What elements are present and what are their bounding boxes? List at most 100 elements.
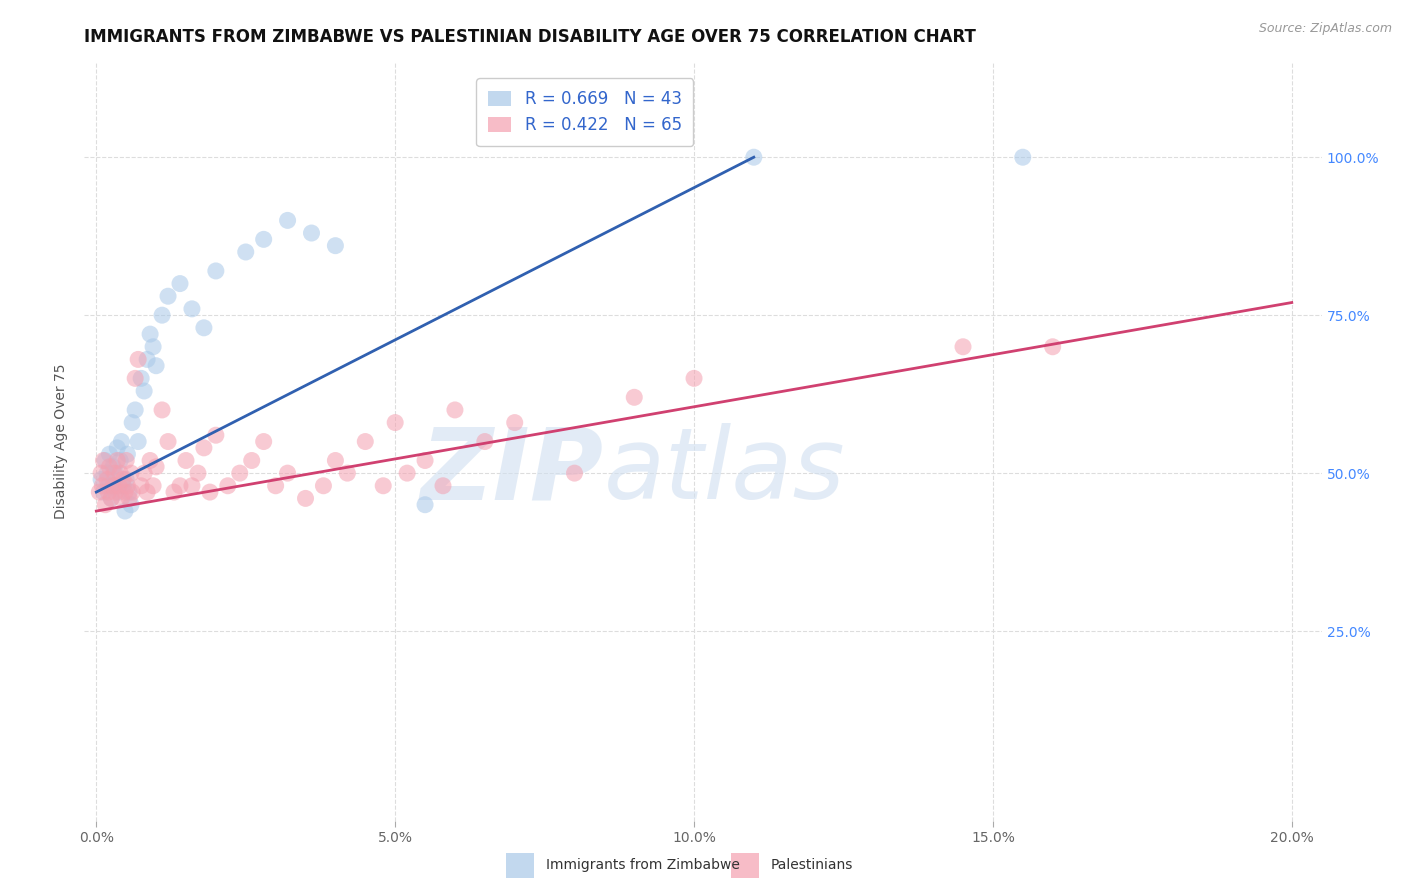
Point <box>277 466 299 480</box>
Point <box>229 466 252 480</box>
Point <box>129 479 152 493</box>
Point <box>163 485 186 500</box>
Point <box>101 459 124 474</box>
Text: atlas: atlas <box>605 424 845 520</box>
Point <box>413 453 436 467</box>
Point <box>145 459 167 474</box>
Point <box>142 340 165 354</box>
Y-axis label: Disability Age Over 75: Disability Age Over 75 <box>55 364 69 519</box>
Point <box>325 238 347 252</box>
Point <box>110 453 132 467</box>
Point <box>193 441 215 455</box>
Point <box>101 479 124 493</box>
Point <box>108 479 131 493</box>
Point <box>474 434 496 449</box>
Point <box>139 453 162 467</box>
Point <box>121 485 143 500</box>
Point <box>205 264 228 278</box>
Point <box>105 453 128 467</box>
Point <box>96 473 118 487</box>
Point <box>136 352 159 367</box>
Point <box>1042 340 1064 354</box>
Point <box>312 479 335 493</box>
Point <box>142 479 165 493</box>
Point <box>169 277 191 291</box>
Point <box>117 479 139 493</box>
Point <box>325 453 347 467</box>
Point <box>110 434 132 449</box>
Point <box>90 473 112 487</box>
Point <box>205 428 228 442</box>
Point <box>104 485 127 500</box>
Point <box>157 434 180 449</box>
Point <box>174 453 197 467</box>
Point <box>117 447 139 461</box>
Point <box>104 466 127 480</box>
Point <box>127 434 149 449</box>
Point <box>157 289 180 303</box>
Point <box>96 466 118 480</box>
Point <box>169 479 191 493</box>
Point <box>100 491 122 506</box>
Point <box>217 479 239 493</box>
Point <box>108 485 131 500</box>
Point <box>127 352 149 367</box>
Point <box>114 504 136 518</box>
Point <box>193 321 215 335</box>
Point <box>354 434 377 449</box>
Point <box>150 308 173 322</box>
Text: Palestinians: Palestinians <box>770 858 853 872</box>
Point <box>253 434 276 449</box>
Point <box>444 403 467 417</box>
Point <box>336 466 359 480</box>
Point <box>124 403 146 417</box>
Bar <box>506 853 534 878</box>
Point <box>115 473 138 487</box>
Point <box>110 491 132 506</box>
Point <box>136 485 159 500</box>
Point <box>124 371 146 385</box>
Bar <box>731 853 759 878</box>
Point <box>91 479 114 493</box>
Point <box>97 479 120 493</box>
Point <box>103 479 125 493</box>
Text: Immigrants from Zimbabwe: Immigrants from Zimbabwe <box>546 858 740 872</box>
Point <box>120 466 142 480</box>
Point <box>1011 150 1033 164</box>
Point <box>235 245 257 260</box>
Point <box>115 453 138 467</box>
Point <box>103 466 125 480</box>
Point <box>105 441 128 455</box>
Point <box>373 479 395 493</box>
Point <box>94 453 117 467</box>
Text: Source: ZipAtlas.com: Source: ZipAtlas.com <box>1258 22 1392 36</box>
Point <box>134 466 156 480</box>
Point <box>187 466 209 480</box>
Point <box>301 226 323 240</box>
Point <box>294 491 316 506</box>
Point <box>112 479 135 493</box>
Point <box>413 498 436 512</box>
Point <box>564 466 586 480</box>
Point <box>93 485 115 500</box>
Point <box>432 479 454 493</box>
Point <box>98 459 121 474</box>
Point <box>264 479 287 493</box>
Point <box>134 384 156 398</box>
Point <box>145 359 167 373</box>
Point <box>93 453 115 467</box>
Point <box>139 327 162 342</box>
Text: IMMIGRANTS FROM ZIMBABWE VS PALESTINIAN DISABILITY AGE OVER 75 CORRELATION CHART: IMMIGRANTS FROM ZIMBABWE VS PALESTINIAN … <box>84 28 976 45</box>
Point <box>100 491 122 506</box>
Point <box>253 232 276 246</box>
Point <box>623 390 645 404</box>
Point <box>118 491 141 506</box>
Point <box>118 485 141 500</box>
Point <box>89 485 111 500</box>
Point <box>240 453 263 467</box>
Point <box>120 498 142 512</box>
Point <box>952 340 974 354</box>
Text: ZIP: ZIP <box>420 424 605 520</box>
Point <box>198 485 221 500</box>
Point <box>277 213 299 227</box>
